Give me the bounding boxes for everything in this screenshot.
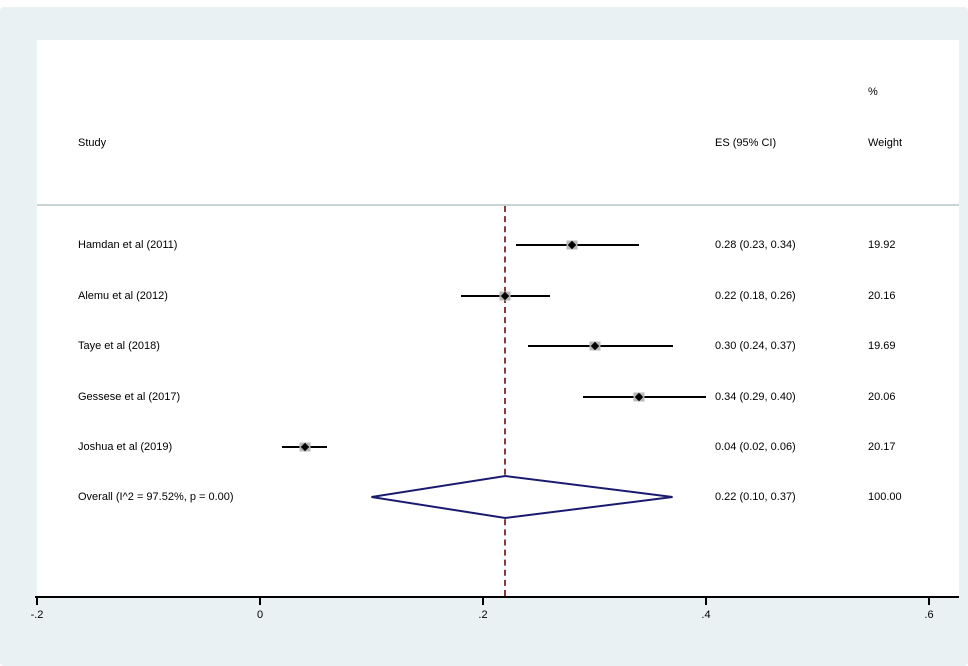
es-ci-value: 0.30 (0.24, 0.37): [715, 340, 796, 352]
es-ci-value: 0.22 (0.18, 0.26): [715, 289, 796, 302]
overall-weight-value: 100.00: [868, 491, 902, 503]
column-header-study: Study: [78, 137, 107, 149]
x-axis-tick-label: 0: [256, 609, 264, 621]
overall-es-ci-value: 0.22 (0.10, 0.37): [715, 491, 796, 503]
x-axis-line: [35, 596, 959, 598]
study-label: Alemu et al (2012): [78, 289, 168, 302]
x-axis-tick: [36, 598, 38, 605]
overall-estimate-dashed-line: [504, 206, 507, 596]
x-axis-tick: [705, 598, 707, 605]
es-ci-value: 0.28 (0.23, 0.34): [715, 239, 796, 251]
column-header-es: ES (95% CI): [715, 137, 777, 149]
es-ci-value: 0.34 (0.29, 0.40): [715, 390, 796, 403]
study-label: Joshua et al (2019): [78, 441, 173, 453]
study-label: Gessese et al (2017): [78, 390, 181, 403]
x-axis-tick: [928, 598, 930, 605]
ci-line: [583, 395, 706, 398]
column-header-percent: %: [868, 86, 878, 98]
x-axis-tick-label: -.2: [30, 609, 44, 621]
es-ci-value: 0.04 (0.02, 0.06): [715, 441, 796, 453]
ci-line: [516, 244, 640, 246]
x-axis-tick: [482, 598, 484, 605]
overall-label: Overall (I^2 = 97.52%, p = 0.00): [78, 491, 234, 503]
x-axis-tick-label: .4: [701, 609, 711, 621]
ci-line: [527, 345, 673, 347]
study-label: Hamdan et al (2011): [78, 239, 178, 251]
weight-value: 19.69: [868, 340, 896, 352]
weight-value: 20.17: [868, 441, 896, 453]
study-label: Taye et al (2018): [78, 340, 160, 352]
weight-value: 19.92: [868, 239, 896, 251]
x-axis-tick: [259, 598, 261, 605]
column-header-weight: Weight: [868, 137, 903, 149]
x-axis-tick-label: .2: [478, 609, 488, 621]
forest-plot-area: [37, 40, 959, 597]
weight-value: 20.16: [868, 289, 896, 302]
x-axis-tick-label: .6: [924, 609, 934, 621]
weight-value: 20.06: [868, 390, 896, 403]
header-separator-line: [37, 204, 959, 206]
